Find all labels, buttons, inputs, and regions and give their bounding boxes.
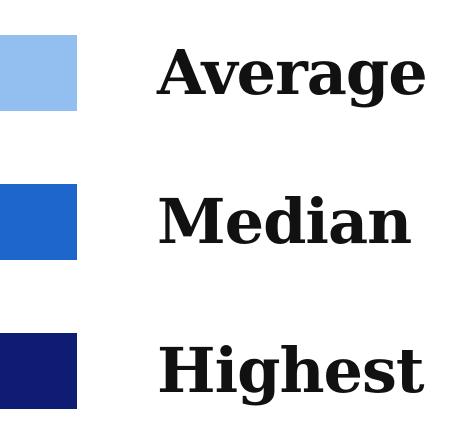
legend-item-highest: Highest [0, 333, 425, 409]
legend-label-average: Average [157, 36, 428, 109]
legend-label-highest: Highest [157, 334, 425, 407]
legend-swatch-median [0, 184, 77, 260]
legend-item-average: Average [0, 35, 428, 111]
legend-label-median: Median [157, 185, 412, 258]
legend-swatch-highest [0, 333, 77, 409]
legend-swatch-average [0, 35, 77, 111]
legend-item-median: Median [0, 184, 412, 260]
